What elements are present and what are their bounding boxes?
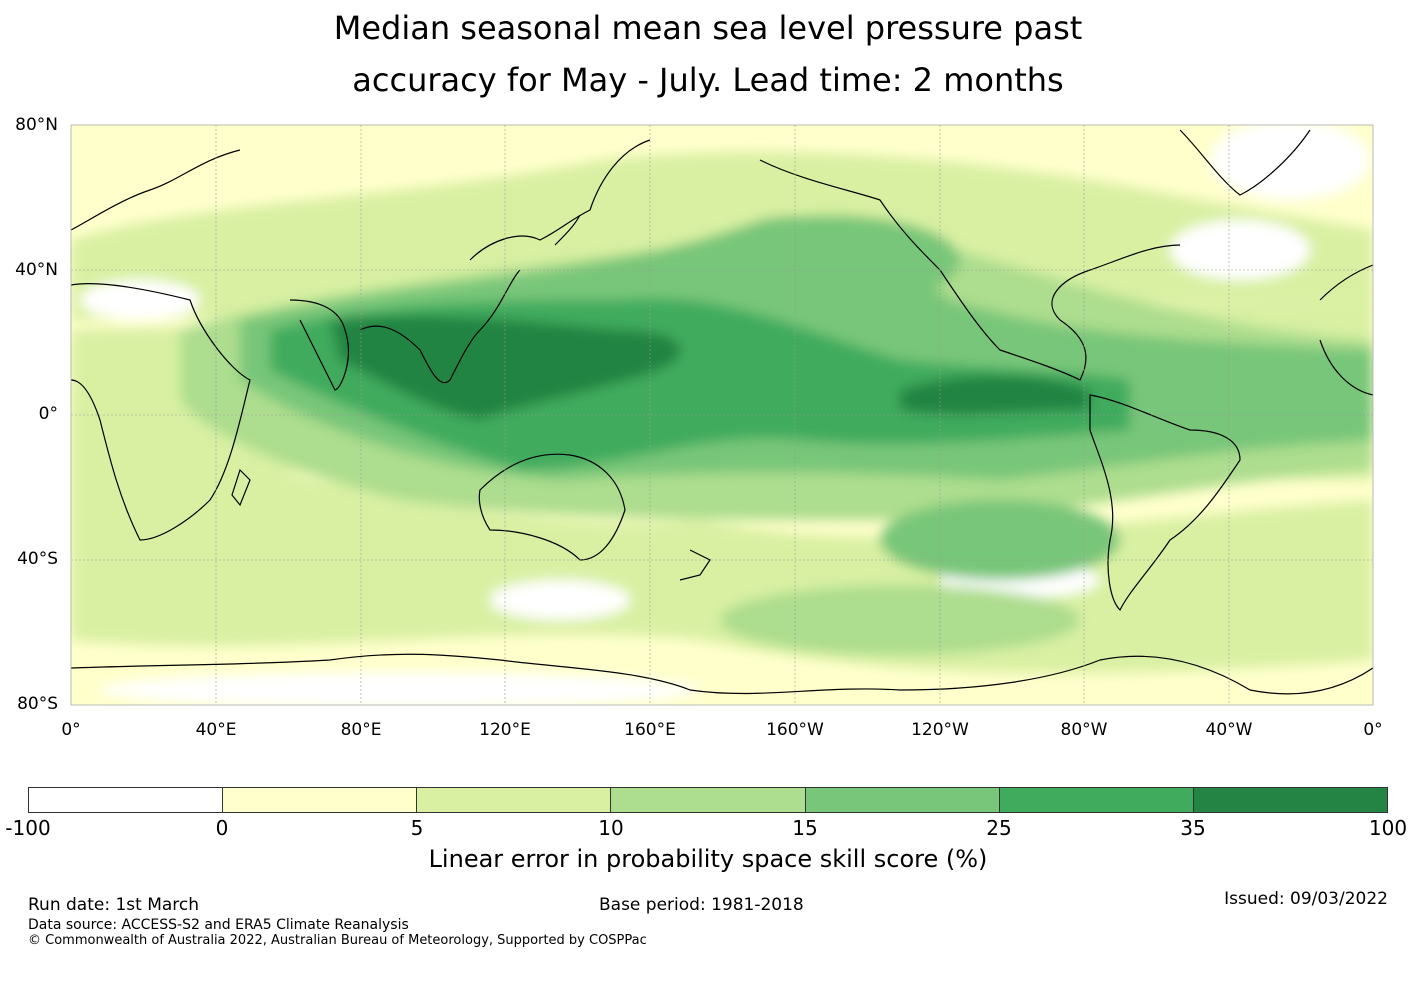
colorbar-tick: 5	[410, 816, 424, 840]
gridlines	[71, 125, 1373, 705]
lat-label-80s: 80°S	[17, 694, 58, 714]
lat-label-40n: 40°N	[15, 260, 58, 280]
colorbar-tick: 15	[792, 816, 818, 840]
field-15-25-south-pacific	[880, 500, 1120, 580]
field-low-atlantic	[1170, 220, 1310, 280]
skill-field	[71, 125, 1373, 705]
lat-label-0: 0°	[38, 404, 58, 424]
run-date: Run date: 1st March	[28, 895, 200, 915]
lat-label-40s: 40°S	[17, 549, 58, 569]
colorbar-segment-0	[29, 788, 224, 812]
coast-south-america	[1089, 394, 1241, 612]
colorbar	[28, 787, 1388, 813]
lon-label-0: 0°	[61, 720, 81, 740]
coast-se-asia	[359, 269, 521, 384]
map-frame	[70, 124, 1374, 706]
lon-label-40e: 40°E	[195, 720, 237, 740]
field-low-antarctica	[100, 672, 700, 705]
copyright: © Commonwealth of Australia 2022, Austra…	[28, 933, 647, 948]
lon-label-0-right: 0°	[1363, 720, 1383, 740]
field-10-15-southern-ocean	[720, 585, 1080, 655]
field-35-100-indo-pacific	[330, 315, 681, 420]
coast-madagascar	[231, 468, 251, 507]
title-line-2: accuracy for May - July. Lead time: 2 mo…	[352, 61, 1064, 99]
field-15-25-north-pacific	[700, 215, 960, 305]
field-35-100-east-pacific	[900, 375, 1090, 415]
coast-antarctica	[71, 653, 1373, 695]
colorbar-tick: -100	[5, 816, 51, 840]
colorbar-segment-5	[999, 788, 1194, 812]
lat-label-80n: 80°N	[15, 115, 58, 135]
colorbar-tick: 100	[1368, 816, 1408, 840]
lon-label-40w: 40°W	[1205, 720, 1253, 740]
field-low-arctic	[1210, 125, 1370, 200]
colorbar-segment-3	[611, 788, 806, 812]
colorbar-segment-2	[417, 788, 612, 812]
lon-label-160e: 160°E	[624, 720, 676, 740]
coast-new-zealand	[679, 549, 711, 581]
coast-europe	[71, 149, 1373, 396]
lon-label-160w: 160°W	[766, 720, 824, 740]
coast-india	[289, 299, 349, 391]
colorbar-tick: 10	[598, 816, 624, 840]
field-low-arabia	[80, 280, 200, 320]
colorbar-label: Linear error in probability space skill …	[428, 845, 988, 873]
colorbar-tick: 25	[986, 816, 1012, 840]
skill-map	[70, 124, 1374, 706]
coast-greenland	[1179, 129, 1311, 196]
chart-title: Median seasonal mean sea level pressure …	[0, 2, 1416, 106]
issued-date: Issued: 09/03/2022	[1224, 889, 1388, 909]
coast-east-asia	[469, 139, 651, 261]
coastlines	[71, 129, 1373, 695]
colorbar-tick: 35	[1180, 816, 1206, 840]
base-period: Base period: 1981-2018	[599, 895, 804, 915]
lon-label-80w: 80°W	[1060, 720, 1108, 740]
data-source: Data source: ACCESS-S2 and ERA5 Climate …	[28, 917, 409, 933]
field-low-south-atlantic	[490, 580, 630, 620]
coast-australia	[478, 453, 626, 561]
lon-label-120e: 120°E	[479, 720, 531, 740]
colorbar-segment-4	[805, 788, 1000, 812]
colorbar-segment-1	[223, 788, 418, 812]
colorbar-tick: 0	[215, 816, 229, 840]
coast-north-america	[759, 159, 1181, 381]
lon-label-120w: 120°W	[911, 720, 969, 740]
colorbar-segment-6	[1193, 788, 1387, 812]
coast-africa	[71, 283, 251, 541]
lon-label-80e: 80°E	[340, 720, 382, 740]
title-line-1: Median seasonal mean sea level pressure …	[333, 9, 1083, 47]
coast-japan	[554, 214, 581, 246]
